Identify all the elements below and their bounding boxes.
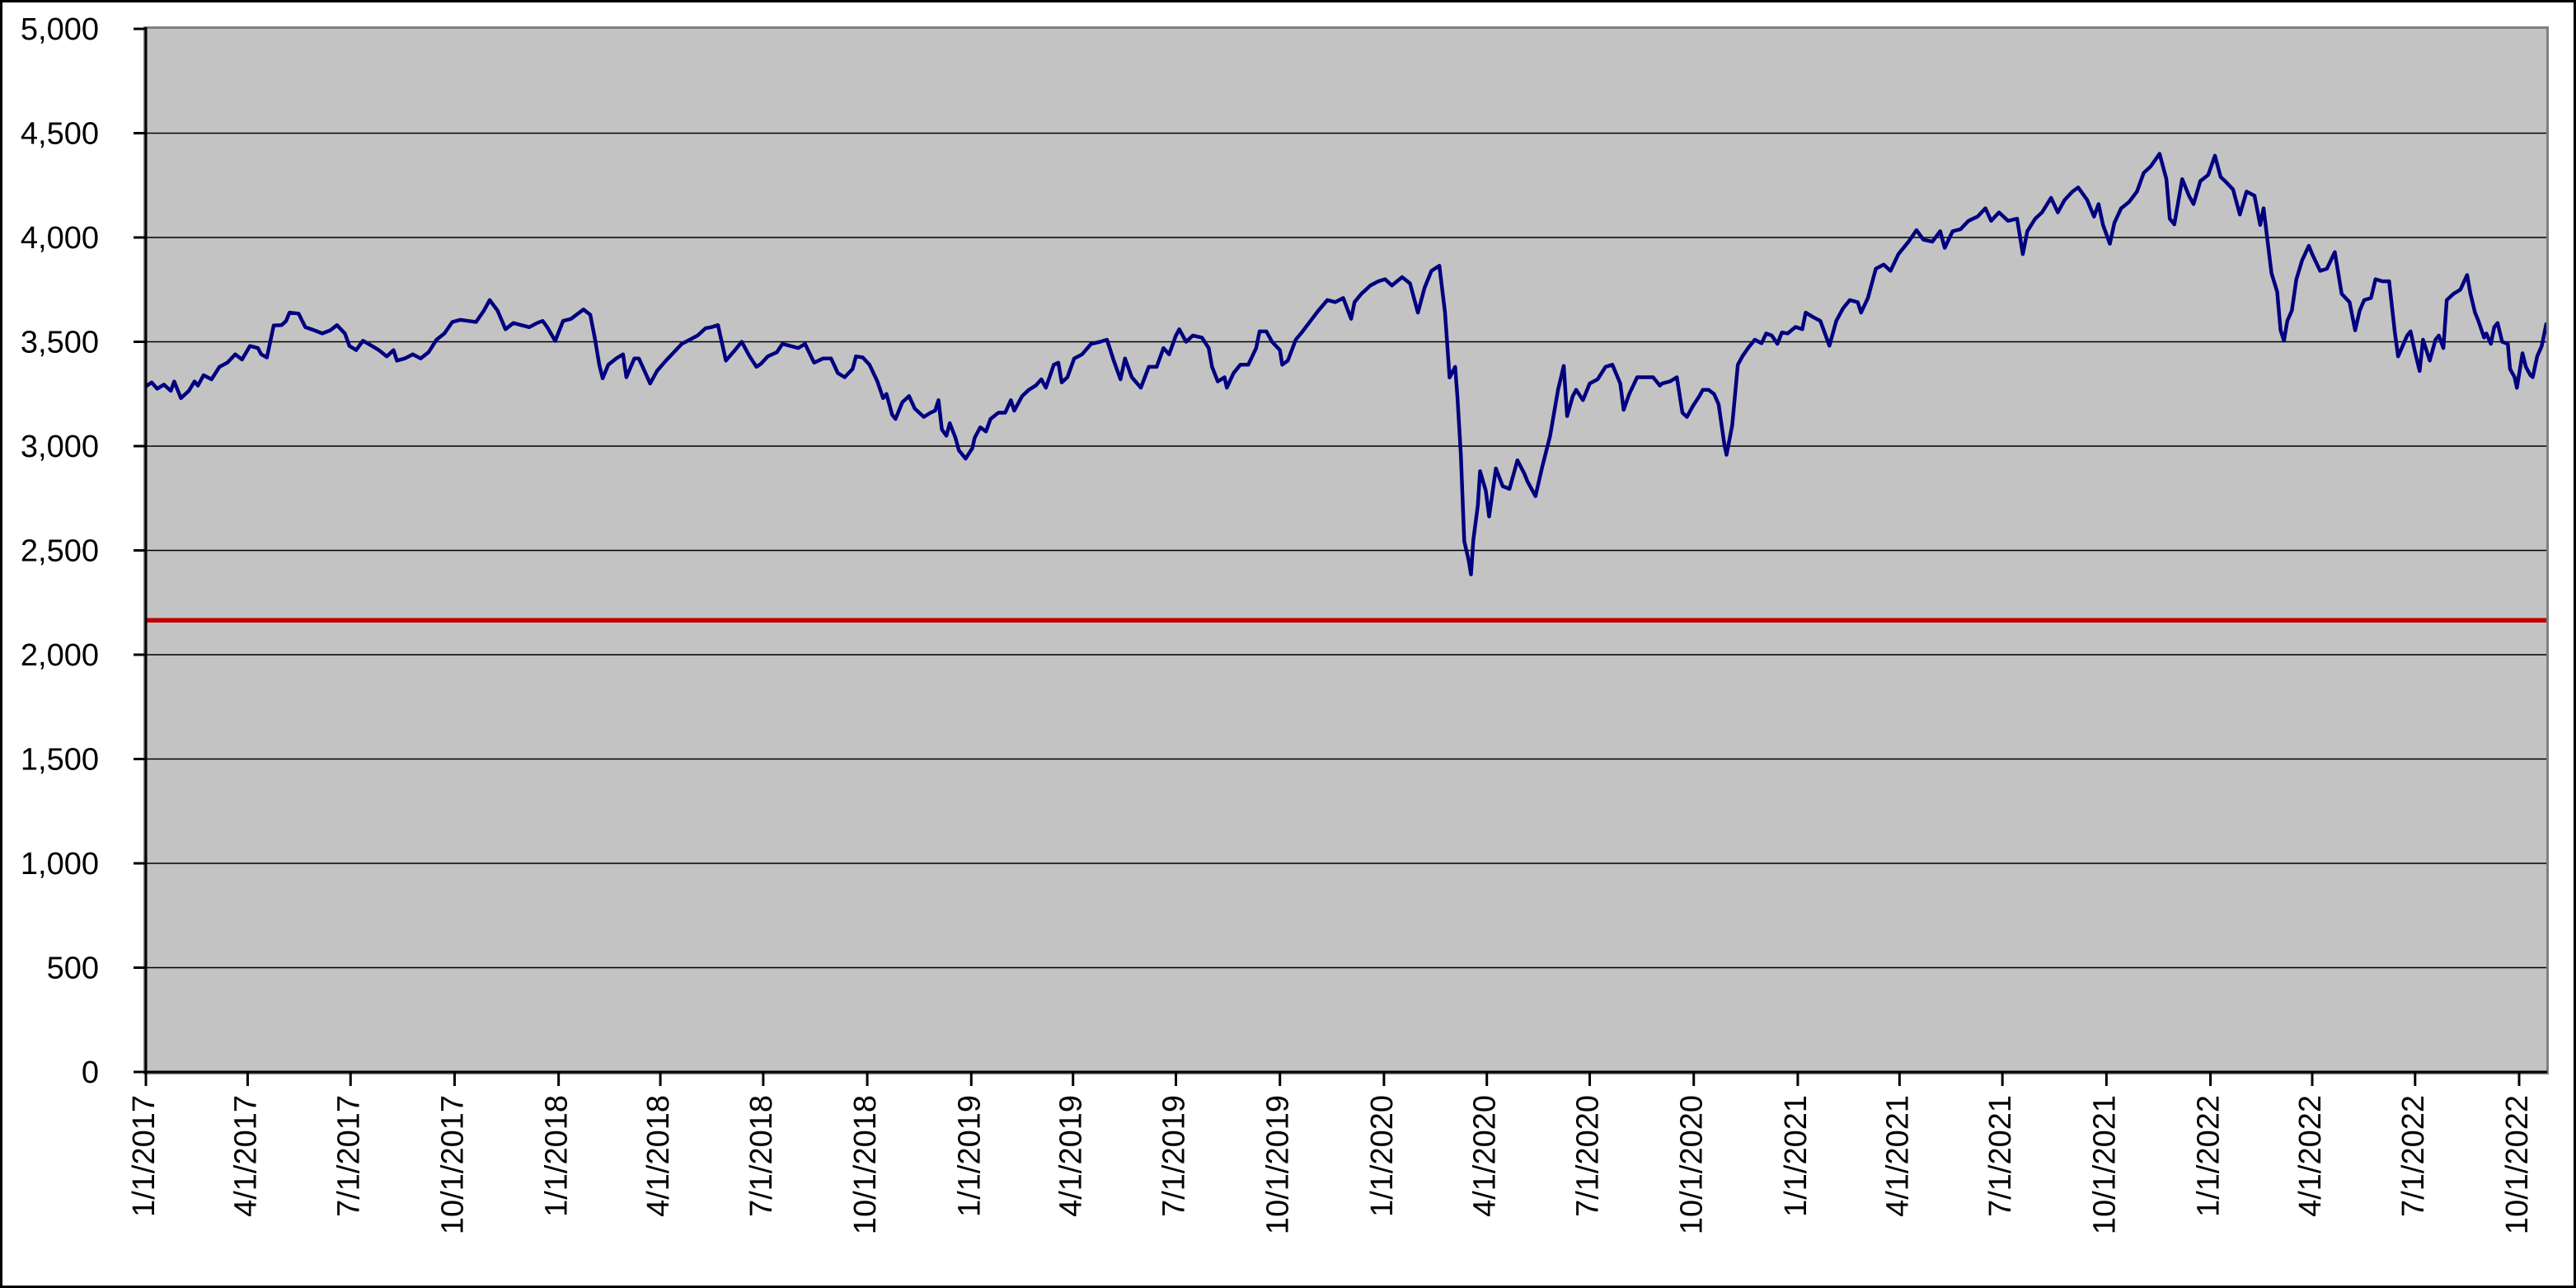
y-tick-label: 3,000 bbox=[21, 430, 99, 464]
x-tick-label: 1/1/2021 bbox=[1779, 1095, 1814, 1217]
y-tick-label: 0 bbox=[82, 1055, 99, 1090]
gridlines bbox=[146, 132, 2546, 969]
y-tick-label: 2,000 bbox=[21, 638, 99, 673]
x-tick-label: 4/1/2017 bbox=[228, 1095, 263, 1217]
y-tick-label: 3,500 bbox=[21, 326, 99, 360]
price-line bbox=[145, 152, 2549, 576]
x-tick-label: 1/1/2018 bbox=[540, 1095, 575, 1217]
x-tick-label: 10/1/2021 bbox=[2087, 1095, 2122, 1234]
x-tick-label: 4/1/2020 bbox=[1468, 1095, 1503, 1217]
x-tick-label: 4/1/2019 bbox=[1054, 1095, 1089, 1217]
x-tick-label: 10/1/2020 bbox=[1675, 1095, 1710, 1234]
y-tick-label: 4,000 bbox=[21, 221, 99, 256]
x-tick-label: 1/1/2020 bbox=[1365, 1095, 1400, 1217]
x-tick-label: 7/1/2018 bbox=[744, 1095, 779, 1217]
x-tick-label: 1/1/2017 bbox=[127, 1095, 162, 1217]
y-axis-labels: 0 500 1,000 1,500 2,000 2,500 3,000 3,500 4,000 4… bbox=[21, 12, 99, 1090]
y-tick-label: 4,500 bbox=[21, 117, 99, 152]
x-tick-label: 7/1/2019 bbox=[1157, 1095, 1192, 1217]
x-tick-label: 7/1/2022 bbox=[2396, 1095, 2431, 1217]
x-tick-label: 1/1/2022 bbox=[2192, 1095, 2226, 1217]
y-tick-label: 5,000 bbox=[21, 12, 99, 47]
x-tick-label: 4/1/2022 bbox=[2293, 1095, 2328, 1217]
x-tick-label: 4/1/2021 bbox=[1880, 1095, 1915, 1217]
y-axis-ticks bbox=[134, 27, 146, 1074]
y-tick-label: 2,500 bbox=[21, 534, 99, 569]
x-tick-label: 10/1/2019 bbox=[1261, 1095, 1296, 1234]
y-tick-label: 1,000 bbox=[21, 847, 99, 881]
x-tick-label: 1/1/2019 bbox=[952, 1095, 987, 1217]
x-axis-labels: 1/1/2017 4/1/2017 7/1/2017 10/1/2017 1/1/201… bbox=[127, 1095, 2535, 1234]
x-axis-ticks bbox=[144, 1072, 2521, 1086]
x-tick-label: 7/1/2017 bbox=[331, 1095, 366, 1217]
x-tick-label: 10/1/2017 bbox=[435, 1095, 470, 1234]
y-tick-label: 1,500 bbox=[21, 743, 99, 778]
x-tick-label: 10/1/2022 bbox=[2500, 1095, 2535, 1234]
y-tick-label: 500 bbox=[47, 952, 99, 986]
x-tick-label: 7/1/2020 bbox=[1571, 1095, 1606, 1217]
x-tick-label: 10/1/2018 bbox=[848, 1095, 883, 1234]
x-tick-label: 4/1/2018 bbox=[641, 1095, 676, 1217]
x-tick-label: 7/1/2021 bbox=[1983, 1095, 2018, 1217]
